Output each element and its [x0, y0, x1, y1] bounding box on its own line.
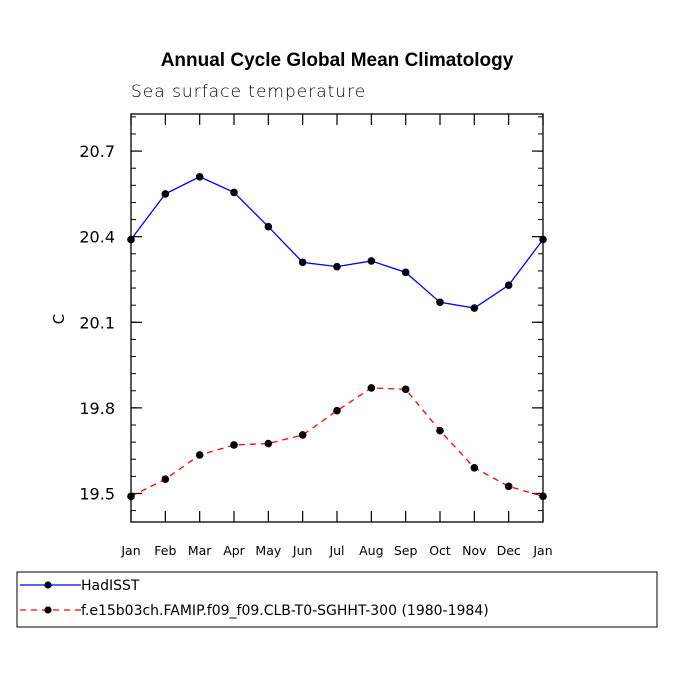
x-tick-label: Sep — [394, 543, 418, 558]
series-line-0 — [130, 176, 544, 309]
legend-marker-model — [44, 606, 52, 614]
data-point-0-1 — [161, 190, 170, 198]
legend-label-hadisst: HadISST — [81, 578, 140, 594]
x-tick-label: Jan — [120, 543, 140, 558]
data-point-0-11 — [504, 281, 513, 289]
data-point-0-10 — [470, 304, 479, 312]
legend-entry-model: f.e15b03ch.FAMIP.f09_f09.CLB-T0-SGHHT-30… — [20, 603, 489, 619]
data-point-0-8 — [401, 268, 410, 277]
data-point-1-2 — [195, 451, 204, 459]
y-tick-label: 20.7 — [79, 142, 115, 161]
y-tick-labels: 19.5 19.8 20.1 20.4 20.7 — [79, 142, 115, 503]
data-point-0-7 — [367, 257, 376, 265]
data-point-1-6 — [333, 406, 341, 415]
series-group — [127, 172, 547, 501]
data-point-0-9 — [436, 298, 444, 307]
x-tick-label: Jun — [292, 543, 313, 558]
x-tick-label: Jan — [532, 543, 552, 558]
x-tick-label: Dec — [497, 543, 521, 558]
plot-frame — [130, 113, 544, 523]
y-minor-ticks — [131, 116, 543, 512]
data-point-1-9 — [436, 426, 444, 435]
legend-box — [16, 571, 658, 628]
chart-subtitle: Sea surface temperature — [131, 82, 366, 102]
x-tick-label: Nov — [462, 543, 487, 558]
chart-title: Annual Cycle Global Mean Climatology — [161, 50, 514, 71]
x-tick-label: Oct — [429, 543, 451, 558]
x-tick-label: Apr — [223, 543, 245, 558]
x-tick-label: Aug — [359, 543, 383, 558]
data-point-0-3 — [230, 188, 238, 197]
legend-label-model: f.e15b03ch.FAMIP.f09_f09.CLB-T0-SGHHT-30… — [81, 603, 489, 619]
data-point-1-1 — [161, 475, 170, 484]
series-line-1 — [130, 387, 544, 497]
y-tick-label: 20.1 — [79, 313, 115, 332]
legend-entry-hadisst: HadISST — [20, 578, 140, 594]
x-tick-label: Feb — [154, 543, 176, 558]
x-ticks — [130, 114, 544, 522]
y-tick-label: 20.4 — [79, 228, 115, 247]
y-tick-label: 19.5 — [79, 484, 115, 503]
x-tick-labels: Jan Feb Mar Apr May Jun Jul Aug Sep Oct Nov Dec Jan — [120, 543, 552, 558]
y-axis-label: C — [50, 314, 68, 324]
x-tick-label: Jul — [328, 543, 344, 558]
data-point-1-4 — [264, 439, 273, 448]
x-tick-label: May — [255, 543, 281, 558]
data-point-1-10 — [470, 463, 479, 472]
data-point-0-2 — [195, 172, 204, 181]
x-tick-label: Mar — [188, 543, 212, 558]
legend-marker-hadisst — [44, 581, 52, 589]
data-point-0-6 — [333, 262, 341, 271]
y-tick-label: 19.8 — [79, 399, 115, 418]
data-point-1-5 — [298, 431, 307, 439]
data-point-1-8 — [401, 385, 410, 394]
data-point-1-11 — [504, 482, 513, 491]
data-point-1-7 — [367, 384, 376, 392]
data-point-0-5 — [298, 258, 307, 267]
data-point-1-3 — [230, 441, 238, 449]
legend: HadISST f.e15b03ch.FAMIP.f09_f09.CLB-T0-… — [16, 571, 658, 628]
data-point-0-4 — [264, 222, 273, 231]
y-major-ticks — [131, 150, 543, 495]
